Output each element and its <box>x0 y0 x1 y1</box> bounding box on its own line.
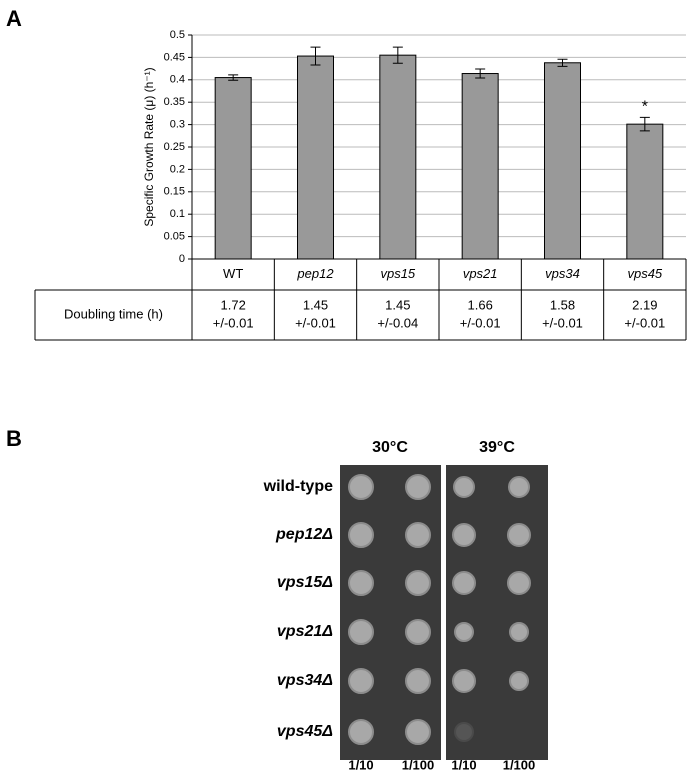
doubling-time: 1.45 <box>385 297 410 312</box>
colony-spot <box>348 570 374 596</box>
plate <box>446 465 548 760</box>
y-tick-label: 0.35 <box>164 96 185 108</box>
doubling-time-error: +/-0.04 <box>377 315 418 330</box>
doubling-time-error: +/-0.01 <box>213 315 254 330</box>
panel-label: A <box>6 6 22 31</box>
dilution-label: 1/10 <box>348 757 373 772</box>
error-bar <box>639 116 650 132</box>
colony-spot <box>509 671 529 691</box>
doubling-time: 1.66 <box>468 297 493 312</box>
colony-spot <box>405 719 431 745</box>
strain-label: vps15Δ <box>277 574 333 591</box>
y-tick-label: 0.15 <box>164 186 185 198</box>
table-row-label: Doubling time (h) <box>64 306 163 321</box>
y-tick-label: 0.4 <box>170 74 185 86</box>
y-axis-label: Specific Growth Rate (μ) (h⁻¹) <box>142 67 156 226</box>
colony-spot <box>452 523 476 547</box>
x-tick-label: vps15 <box>380 266 415 281</box>
colony-spot <box>348 474 374 500</box>
strain-label: vps45Δ <box>277 723 333 740</box>
doubling-time-error: +/-0.01 <box>624 315 665 330</box>
doubling-time-error: +/-0.01 <box>295 315 336 330</box>
panel-label: B <box>6 426 22 451</box>
doubling-time: 1.72 <box>221 297 246 312</box>
colony-spot <box>405 522 431 548</box>
colony-spot <box>348 719 374 745</box>
colony-spot <box>348 522 374 548</box>
bar <box>297 55 334 260</box>
colony-spot <box>405 570 431 596</box>
y-tick-label: 0.3 <box>170 119 185 131</box>
colony-spot <box>508 476 530 498</box>
doubling-time: 1.45 <box>303 297 328 312</box>
x-tick-label: vps34 <box>545 266 580 281</box>
strain-label: wild-type <box>263 478 333 495</box>
annotation: * <box>642 99 648 116</box>
x-tick-label: vps21 <box>463 266 498 281</box>
doubling-time: 1.58 <box>550 297 575 312</box>
error-bar <box>475 68 486 79</box>
y-tick-label: 0.05 <box>164 231 185 243</box>
temperature-label: 39°C <box>479 439 515 456</box>
error-bar <box>557 58 568 67</box>
dilution-label: 1/100 <box>503 757 536 772</box>
error-bar <box>310 46 321 66</box>
colony-spot <box>405 619 431 645</box>
colony-spot <box>454 622 474 642</box>
colony-spot <box>348 619 374 645</box>
bar <box>214 77 252 260</box>
colony-spot <box>405 668 431 694</box>
doubling-time: 2.19 <box>632 297 657 312</box>
temperature-label: 30°C <box>372 439 408 456</box>
x-tick-label: WT <box>223 266 243 281</box>
y-tick-label: 0.45 <box>164 51 185 63</box>
colony-spot <box>452 669 476 693</box>
plate <box>340 465 441 760</box>
colony-spot <box>453 476 475 498</box>
y-tick-label: 0.25 <box>164 141 185 153</box>
bar <box>544 62 581 260</box>
y-tick-label: 0 <box>179 253 185 265</box>
x-tick-label: vps45 <box>627 266 662 281</box>
strain-label: vps34Δ <box>277 672 333 689</box>
error-bar <box>392 46 403 64</box>
bar <box>461 73 499 260</box>
colony-spot <box>509 622 529 642</box>
colony-spot <box>454 722 474 742</box>
colony-spot <box>348 668 374 694</box>
dilution-label: 1/100 <box>402 757 435 772</box>
colony-spot <box>405 474 431 500</box>
dilution-label: 1/10 <box>451 757 476 772</box>
colony-spot <box>452 571 476 595</box>
y-tick-label: 0.2 <box>170 163 185 175</box>
colony-spot <box>507 571 531 595</box>
strain-label: vps21Δ <box>277 623 333 640</box>
bar <box>379 54 417 260</box>
strain-label: pep12Δ <box>275 526 333 543</box>
y-tick-label: 0.5 <box>170 29 185 41</box>
y-tick-label: 0.1 <box>170 208 185 220</box>
colony-spot <box>507 523 531 547</box>
doubling-time-error: +/-0.01 <box>542 315 583 330</box>
doubling-time-error: +/-0.01 <box>460 315 501 330</box>
error-bar <box>228 74 239 81</box>
bar <box>626 123 664 260</box>
x-tick-label: pep12 <box>296 266 334 281</box>
